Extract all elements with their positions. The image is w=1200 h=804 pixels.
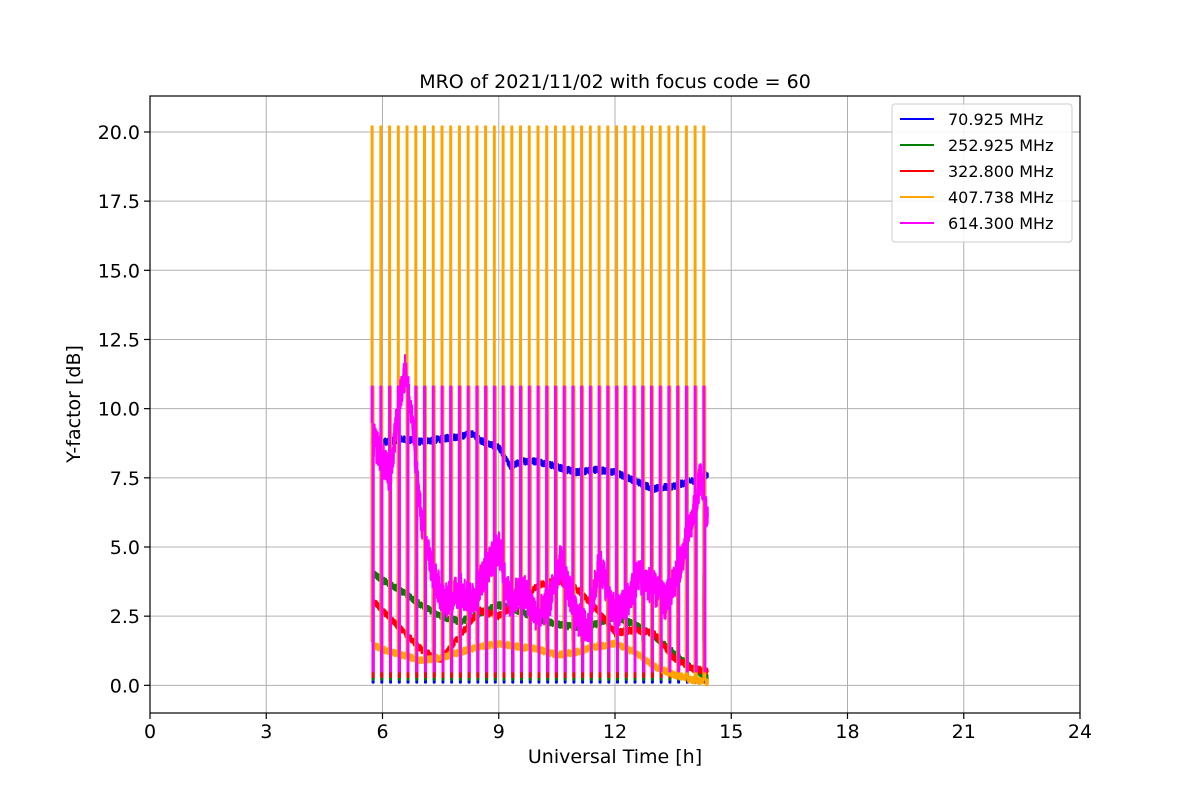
legend-box <box>891 103 1073 243</box>
x-tick-label: 0 <box>144 721 156 743</box>
y-tick-label: 15.0 <box>98 260 140 282</box>
series-line-4 <box>370 354 709 673</box>
x-axis-label: Universal Time [h] <box>528 746 702 768</box>
legend: 70.925 MHz 252.925 MHz 322.800 MHz 407.7… <box>891 103 1073 243</box>
y-tick-label: 0.0 <box>110 675 140 697</box>
x-tick-label: 3 <box>260 721 272 743</box>
y-tick-label: 17.5 <box>98 191 140 213</box>
x-tick-label: 6 <box>376 721 388 743</box>
y-axis-label: Y-factor [dB] <box>63 345 85 464</box>
y-tick-label: 2.5 <box>110 606 140 628</box>
legend-label: 252.925 MHz <box>948 136 1053 155</box>
y-tick-label: 5.0 <box>110 537 140 559</box>
chart-title: MRO of 2021/11/02 with focus code = 60 <box>419 71 811 93</box>
legend-label: 322.800 MHz <box>948 162 1053 181</box>
x-tick-label: 12 <box>603 721 627 743</box>
y-tick-label: 7.5 <box>110 468 140 490</box>
x-tick-label: 24 <box>1068 721 1092 743</box>
x-tick-label: 15 <box>719 721 743 743</box>
grid-layer <box>149 96 1081 713</box>
x-tick-label: 9 <box>493 721 505 743</box>
legend-label: 407.738 MHz <box>948 188 1053 207</box>
y-tick-label: 20.0 <box>98 122 140 144</box>
series-layer <box>370 125 709 687</box>
x-tick-label: 21 <box>952 721 976 743</box>
legend-label: 614.300 MHz <box>948 214 1053 233</box>
legend-label: 70.925 MHz <box>948 110 1043 129</box>
tick-layer: 0 3 6 9 12 15 18 21 24 0.0 2.5 5.0 7.5 10.0 12.5 15.0 17… <box>98 122 1092 743</box>
y-tick-label: 10.0 <box>98 399 140 421</box>
x-tick-label: 18 <box>835 721 859 743</box>
y-tick-label: 12.5 <box>98 329 140 351</box>
